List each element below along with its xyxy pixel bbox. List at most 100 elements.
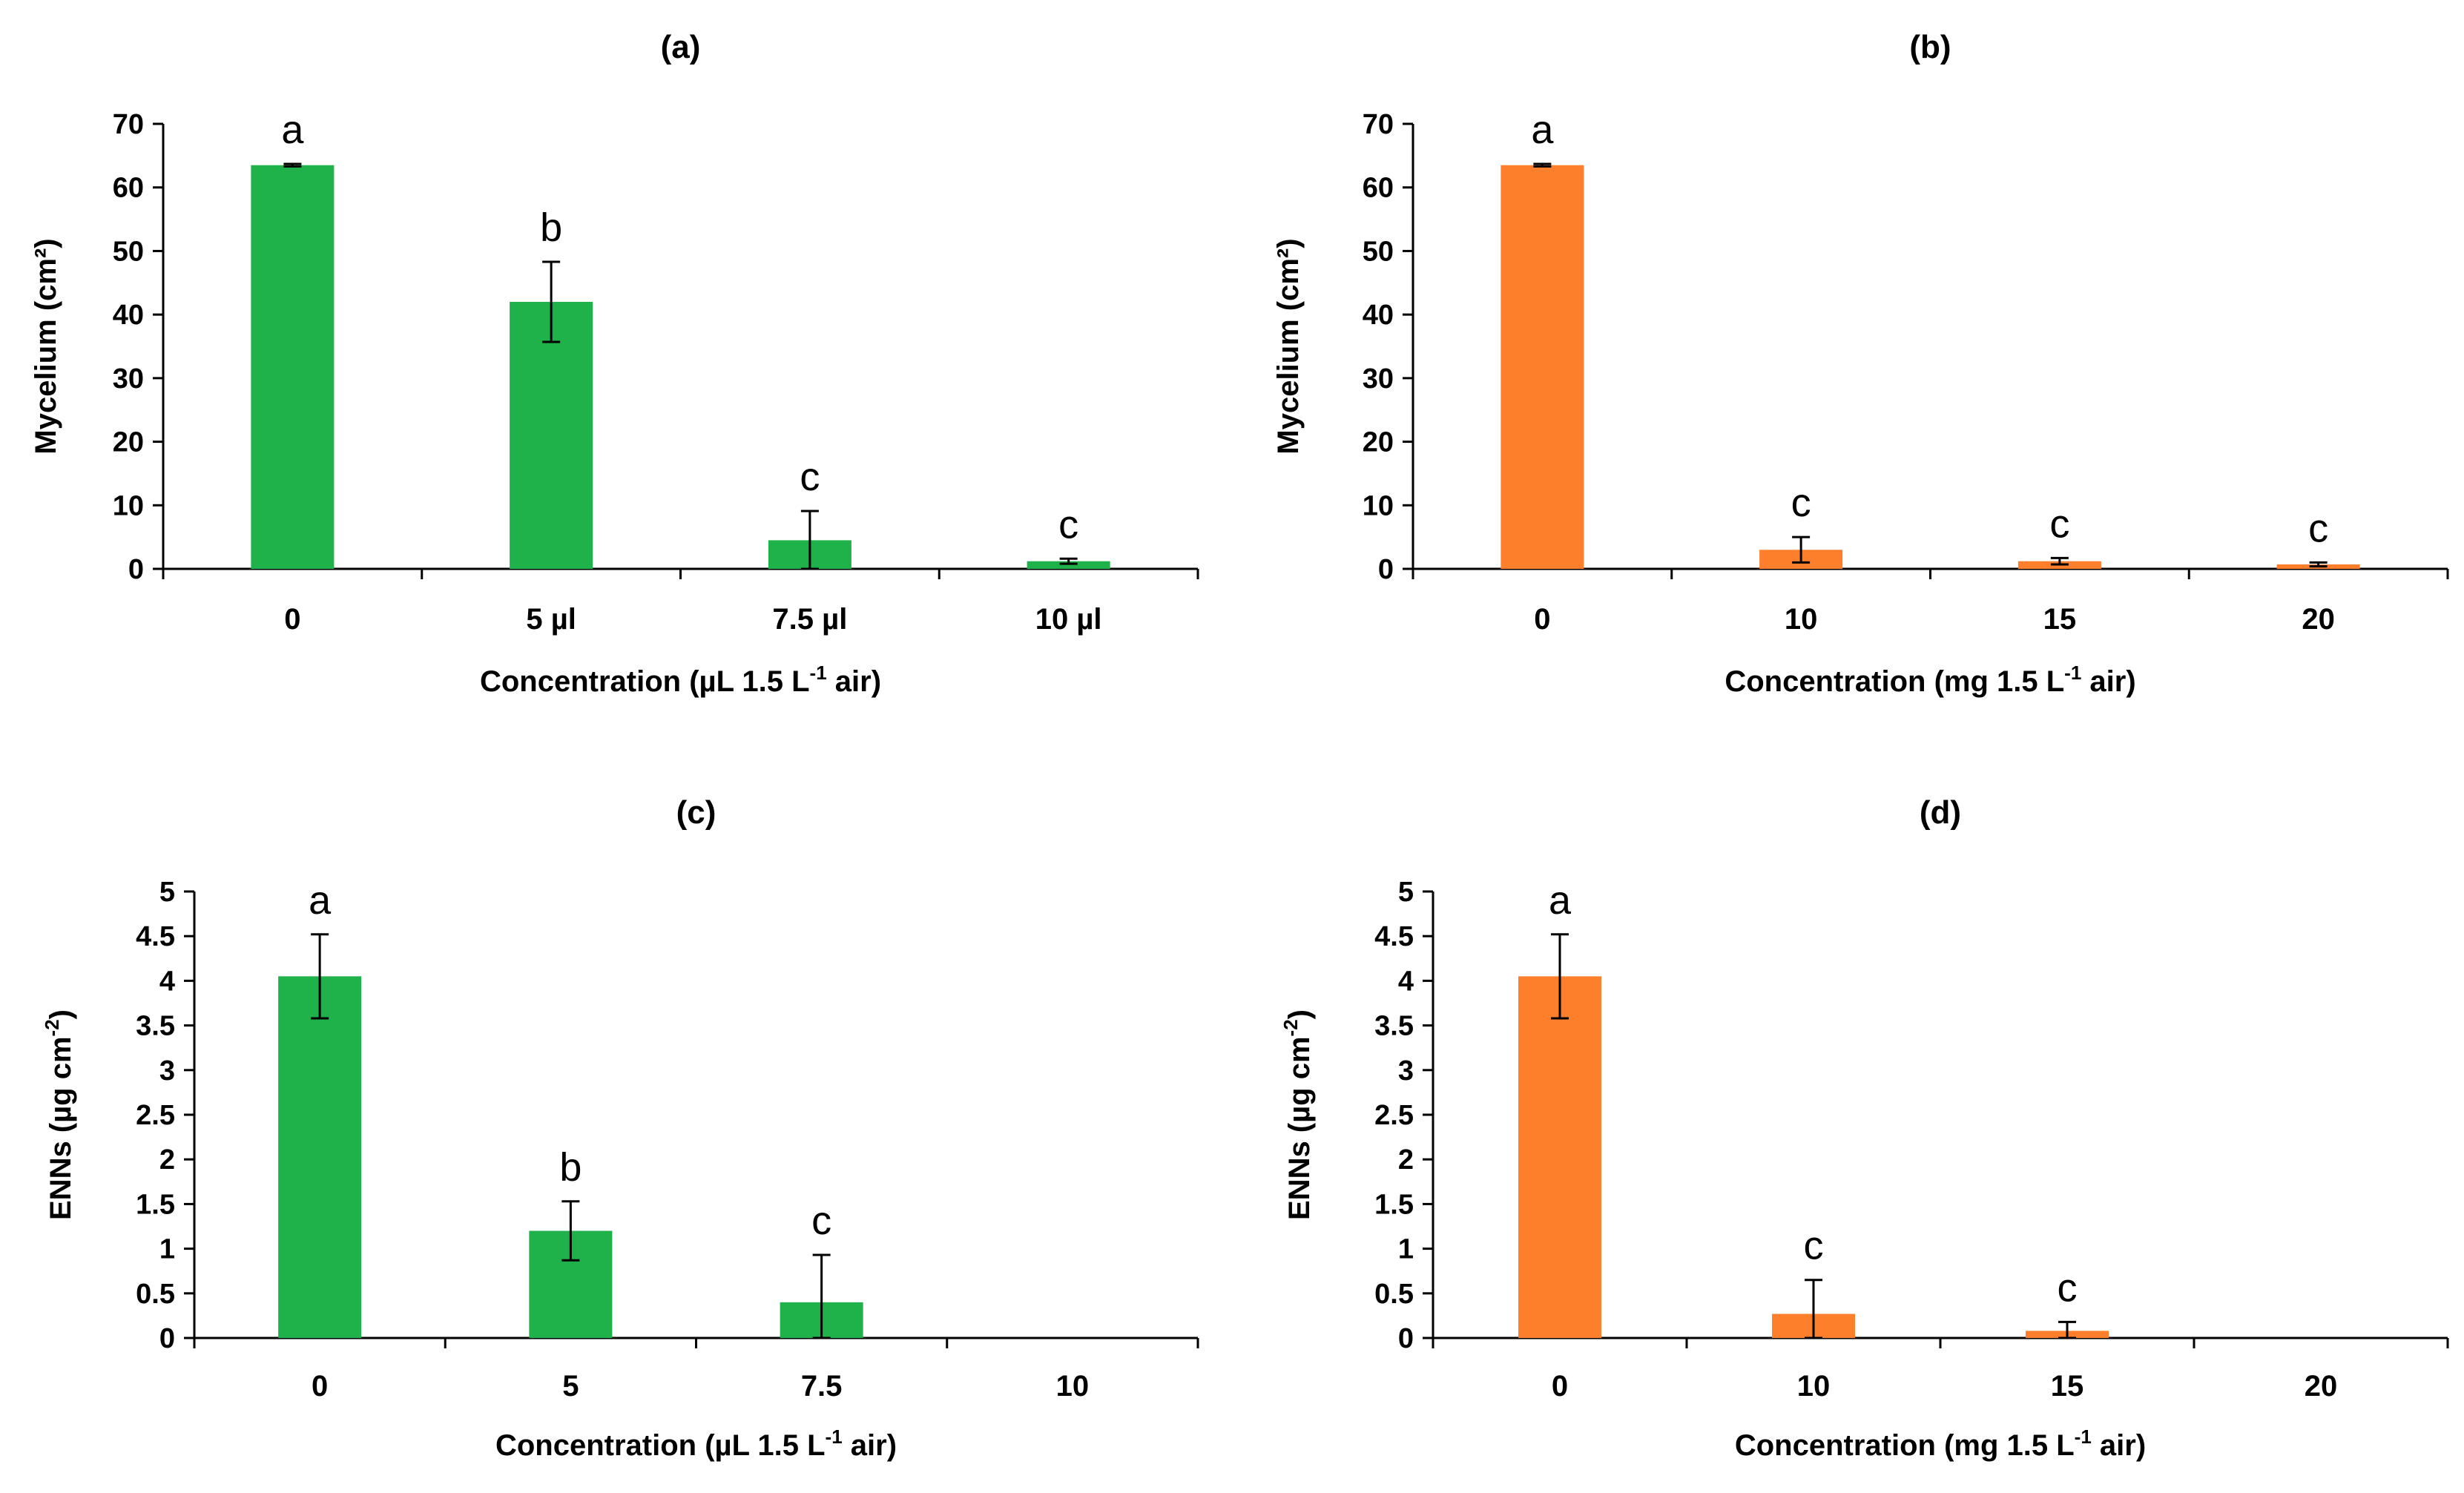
panel-title: (b) <box>1909 29 1951 65</box>
y-tick-label: 20 <box>113 427 144 458</box>
x-axis-label: Concentration (mg 1.5 L-1 air) <box>1735 1426 2146 1462</box>
panel-c-chart: (c) 0 0.5 1 1.5 2 2.5 3 3.5 4 4.5 5 a 0 b 5 c 7.5 10 Concen… <box>41 794 1199 1462</box>
significance-letter: a <box>1531 108 1554 152</box>
x-axis-label-sup: -1 <box>2075 1426 2092 1448</box>
x-category-label: 0 <box>1534 603 1550 636</box>
significance-letter: c <box>2049 501 2069 546</box>
y-tick-label: 1 <box>1398 1234 1414 1265</box>
y-tick-label: 10 <box>113 490 144 521</box>
y-tick-label: 1.5 <box>136 1189 175 1220</box>
y-tick-label: 70 <box>113 109 144 140</box>
significance-letter: c <box>2058 1265 2078 1310</box>
y-axis-label-tail: ) <box>1283 1009 1316 1019</box>
y-tick-label: 0 <box>1398 1323 1414 1354</box>
significance-letter: c <box>1791 481 1811 525</box>
y-tick-label: 4.5 <box>1374 921 1414 952</box>
significance-letter: b <box>540 205 562 250</box>
y-axis-label-main: ENNs (µg cm <box>1283 1036 1316 1220</box>
panel-d-chart: (d) 0 0.5 1 1.5 2 2.5 3 3.5 4 4.5 5 a 0 c 10 c 15 20 Concen… <box>1279 794 2449 1462</box>
y-tick-label: 0.5 <box>136 1279 175 1310</box>
bar-d-0 <box>1518 976 1601 1338</box>
y-tick-label: 0 <box>1378 554 1394 585</box>
y-tick-label: 30 <box>1363 363 1394 395</box>
y-axis-label: Mycelium (cm²) <box>1272 238 1305 454</box>
x-axis-label-main: Concentration (µL 1.5 L <box>495 1429 826 1462</box>
y-tick-label: 5 <box>159 877 175 908</box>
x-category-label: 10 <box>1056 1370 1090 1403</box>
x-category-label: 5 <box>562 1370 579 1403</box>
y-axis-label: Mycelium (cm²) <box>30 238 62 454</box>
y-axis-label: ENNs (µg cm-2) <box>41 1009 77 1220</box>
x-axis-label-sup: -1 <box>2064 662 2081 684</box>
y-tick-label: 4 <box>1398 966 1414 997</box>
bar-b-0 <box>1501 165 1584 569</box>
y-axis-label-sup: -2 <box>41 1019 63 1036</box>
y-tick-label: 70 <box>1363 109 1394 140</box>
y-tick-label: 30 <box>113 363 144 395</box>
significance-letter: c <box>1804 1224 1824 1268</box>
x-axis-label-main: Concentration (mg 1.5 L <box>1735 1429 2075 1462</box>
panel-a-chart: (a) 0 10 20 30 40 50 60 70 a 0 b 5 µl c 7.5 µl c 10 µl Co… <box>30 29 1199 698</box>
significance-letter: b <box>559 1145 582 1190</box>
y-tick-label: 3 <box>159 1055 175 1087</box>
y-tick-label: 60 <box>113 173 144 204</box>
x-axis-label: Concentration (mg 1.5 L-1 air) <box>1725 662 2135 698</box>
x-axis-label-tail: air) <box>2092 1429 2146 1462</box>
panel-title: (d) <box>1920 794 1961 831</box>
y-tick-label: 1 <box>159 1234 175 1265</box>
y-tick-label: 4.5 <box>136 921 175 952</box>
x-category-label: 0 <box>284 603 300 636</box>
x-category-label: 7.5 <box>801 1370 843 1403</box>
y-axis-label: ENNs (µg cm-2) <box>1279 1009 1316 1220</box>
x-category-label: 15 <box>2043 603 2077 636</box>
y-tick-label: 40 <box>113 300 144 331</box>
x-category-label: 7.5 µl <box>772 603 847 636</box>
significance-letter: c <box>811 1199 831 1243</box>
x-axis-label-tail: air) <box>827 665 881 698</box>
x-category-label: 0 <box>1552 1370 1568 1403</box>
bar-a-1 <box>510 302 593 569</box>
x-axis-label-sup: -1 <box>810 662 827 684</box>
y-tick-label: 3 <box>1398 1055 1414 1087</box>
y-tick-label: 10 <box>1363 490 1394 521</box>
x-axis-label-main: Concentration (mg 1.5 L <box>1725 665 2064 698</box>
y-tick-label: 50 <box>113 236 144 267</box>
y-tick-label: 60 <box>1363 173 1394 204</box>
y-tick-label: 2.5 <box>1374 1100 1414 1131</box>
significance-letter: a <box>309 878 332 923</box>
significance-letter: a <box>281 108 304 152</box>
x-axis-label-sup: -1 <box>826 1426 843 1448</box>
y-tick-label: 40 <box>1363 300 1394 331</box>
significance-letter: c <box>1058 502 1078 547</box>
y-tick-label: 5 <box>1398 877 1414 908</box>
y-tick-label: 2 <box>1398 1144 1414 1176</box>
significance-letter: a <box>1549 878 1572 923</box>
bar-c-0 <box>278 976 362 1338</box>
significance-letter: c <box>800 455 820 499</box>
y-tick-label: 0 <box>128 554 144 585</box>
x-axis-label-tail: air) <box>843 1429 897 1462</box>
bar-a-0 <box>251 165 335 569</box>
y-axis-label-main: ENNs (µg cm <box>45 1036 77 1220</box>
y-axis-label-sup: -2 <box>1279 1019 1302 1036</box>
bar-a-3 <box>1027 561 1110 569</box>
y-tick-label: 3.5 <box>136 1011 175 1042</box>
x-category-label: 20 <box>2302 603 2335 636</box>
x-axis-label: Concentration (µL 1.5 L-1 air) <box>480 662 881 698</box>
x-category-label: 0 <box>312 1370 328 1403</box>
x-category-label: 10 <box>1797 1370 1831 1403</box>
y-tick-label: 0.5 <box>1374 1279 1414 1310</box>
x-category-label: 10 <box>1785 603 1818 636</box>
panel-b-chart: (b) 0 10 20 30 40 50 60 70 a 0 c 10 c 15 c 20 Concentrati… <box>1272 29 2449 698</box>
panel-title: (a) <box>661 29 701 65</box>
x-category-label: 20 <box>2305 1370 2338 1403</box>
x-axis-label-main: Concentration (µL 1.5 L <box>480 665 810 698</box>
y-tick-label: 20 <box>1363 427 1394 458</box>
significance-letter: c <box>2308 506 2328 550</box>
y-tick-label: 0 <box>159 1323 175 1354</box>
x-category-label: 10 µl <box>1035 603 1102 636</box>
y-tick-label: 3.5 <box>1374 1011 1414 1042</box>
y-tick-label: 1.5 <box>1374 1189 1414 1220</box>
y-tick-label: 4 <box>159 966 175 997</box>
panel-title: (c) <box>676 794 717 831</box>
